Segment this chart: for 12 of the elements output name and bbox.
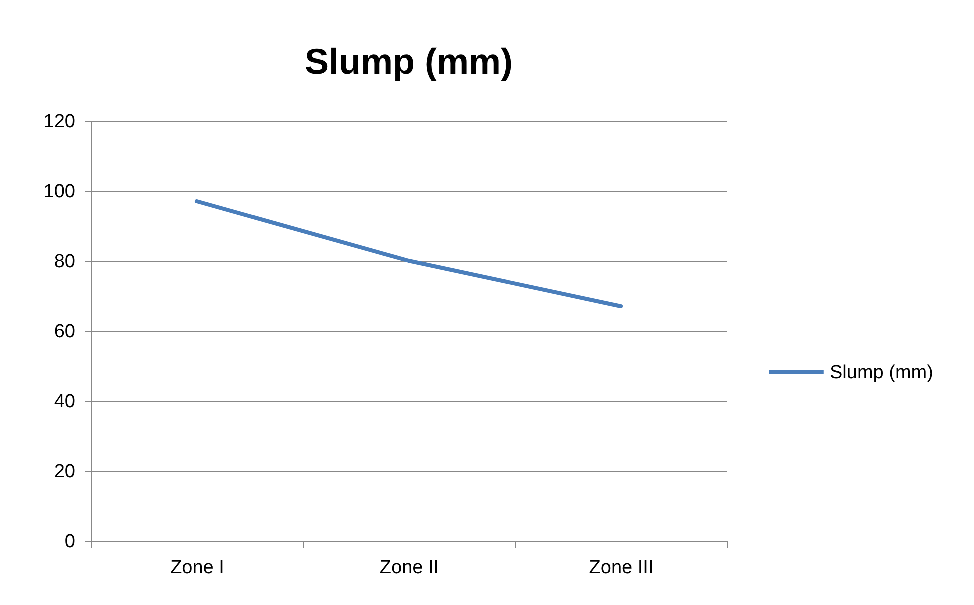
y-tick-label: 60 [54,322,76,342]
x-tick-label: Zone I [170,558,224,578]
y-tick-label: 120 [44,112,76,132]
chart-title: Slump (mm) [304,41,514,82]
y-tick-label: 20 [54,462,76,482]
legend-label: Slump (mm) [830,362,934,384]
y-tick-label: 80 [54,252,76,272]
y-tick-label: 100 [44,182,76,202]
y-tick-label: 40 [54,392,76,412]
x-tick-label: Zone II [380,558,440,578]
y-tick-label: 0 [64,532,76,552]
x-tick-label: Zone III [589,558,654,578]
